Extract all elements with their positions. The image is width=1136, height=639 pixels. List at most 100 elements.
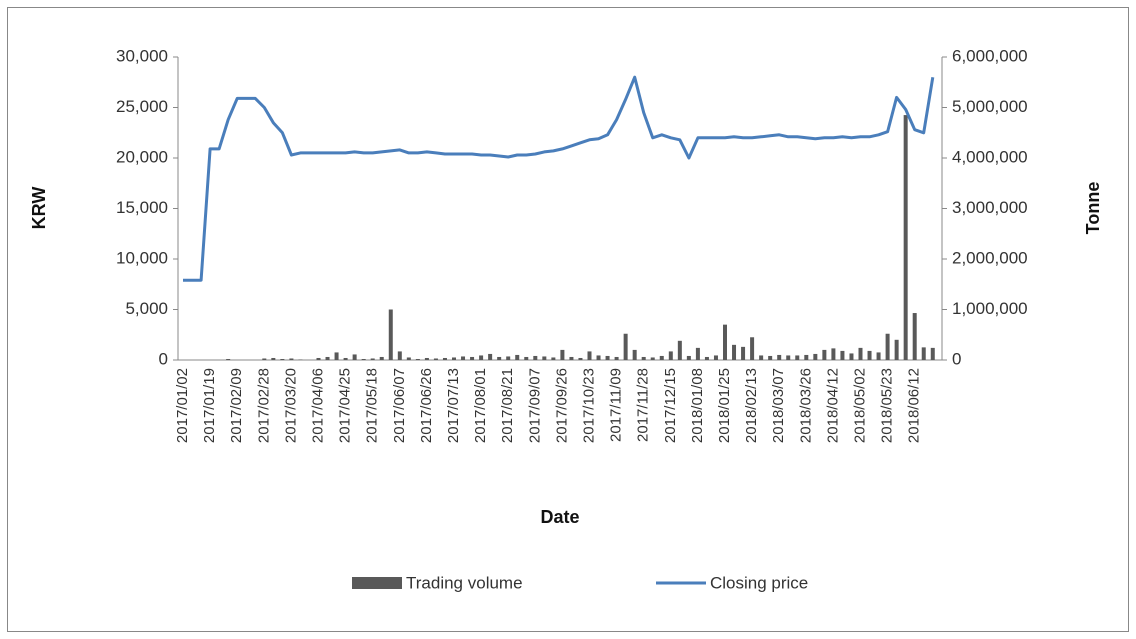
x-tick-label: 2018/03/26 [797, 368, 814, 443]
x-tick-label: 2017/02/28 [255, 368, 272, 443]
volume-bar [786, 355, 791, 360]
y2-axis-title: Tonne [1083, 182, 1103, 235]
x-tick-label: 2017/09/07 [526, 368, 543, 443]
x-tick-label: 2017/01/02 [174, 368, 191, 443]
volume-bar [623, 333, 628, 360]
volume-bar [659, 355, 664, 360]
volume-bar [461, 356, 466, 360]
volume-bar [867, 350, 872, 360]
volume-bar [442, 357, 447, 360]
volume-bar [524, 356, 529, 360]
volume-bar [388, 309, 393, 360]
x-tick-label: 2017/10/23 [580, 368, 597, 443]
volume-bar [569, 356, 574, 360]
volume-bar [334, 352, 339, 360]
legend-label: Closing price [710, 573, 808, 592]
x-tick-label: 2017/02/09 [228, 368, 245, 443]
volume-bar [343, 357, 348, 360]
x-tick-label: 2018/05/02 [851, 368, 868, 443]
price-line [183, 75, 935, 282]
volume-bar [930, 347, 935, 360]
y-tick-label: 5,000 [125, 299, 168, 318]
x-tick-label: 2018/02/13 [743, 368, 760, 443]
volume-bar [578, 357, 583, 360]
volume-bar [777, 354, 782, 360]
volume-bar [858, 347, 863, 360]
y2-tick-label: 1,000,000 [952, 299, 1028, 318]
volume-bar [795, 355, 800, 360]
x-tick-label: 2018/04/12 [824, 368, 841, 443]
volume-bar [668, 351, 673, 360]
x-tick-label: 2018/06/12 [906, 368, 923, 443]
volume-bar [768, 355, 773, 360]
x-tick-label: 2018/03/07 [770, 368, 787, 443]
volume-bar [641, 356, 646, 360]
y-tick-label: 0 [159, 349, 168, 368]
volume-bar [686, 355, 691, 360]
volume-bar [415, 358, 420, 360]
y-tick-label: 15,000 [116, 198, 168, 217]
volume-bar [903, 115, 908, 360]
volume-bar [452, 357, 456, 360]
volume-bar [488, 353, 493, 360]
x-tick-label: 2017/03/20 [282, 368, 299, 443]
volume-bar [406, 357, 411, 360]
x-tick-label: 2018/01/25 [716, 368, 733, 443]
volume-bar [813, 353, 818, 360]
x-tick-label: 2017/08/21 [499, 368, 516, 443]
volume-bar [713, 355, 718, 360]
volume-bar [433, 358, 438, 360]
y2-tick-label: 5,000,000 [952, 97, 1028, 116]
volume-bar [470, 356, 475, 360]
y2-tick-label: 2,000,000 [952, 248, 1028, 267]
y-tick-label: 20,000 [116, 147, 168, 166]
volume-bar [632, 349, 637, 360]
volume-bar [732, 344, 737, 360]
volume-bar [750, 337, 755, 360]
volume-bar [325, 356, 330, 360]
volume-bar [424, 357, 429, 360]
volume-bar [379, 356, 384, 360]
volume-bar [370, 358, 375, 360]
volume-bar [533, 355, 538, 360]
volume-bar [831, 348, 836, 360]
volume-bar [605, 355, 610, 360]
y2-tick-label: 4,000,000 [952, 147, 1028, 166]
x-tick-label: 2017/11/28 [635, 368, 652, 442]
volume-bar [759, 355, 764, 360]
x-axis-title: Date [540, 507, 579, 527]
y-tick-label: 10,000 [116, 248, 168, 267]
volume-bar [271, 357, 276, 360]
volume-bar [614, 356, 619, 360]
volume-bar [587, 351, 592, 360]
volume-bar [515, 354, 520, 360]
x-tick-label: 2017/04/06 [309, 368, 326, 443]
x-tick-label: 2017/09/26 [553, 368, 570, 443]
y2-tick-label: 6,000,000 [952, 46, 1028, 65]
volume-bar [912, 313, 917, 360]
volume-bar [361, 358, 366, 360]
volume-bar [316, 357, 321, 360]
volume-bar [840, 350, 845, 360]
x-tick-label: 2018/05/23 [879, 368, 896, 443]
volume-bar [894, 339, 899, 360]
volume-bar [280, 358, 285, 360]
volume-bar [804, 354, 809, 360]
x-tick-label: 2017/11/09 [608, 368, 625, 442]
volume-bar [551, 357, 556, 360]
x-tick-label: 2017/08/01 [472, 368, 489, 443]
legend-label: Trading volume [406, 573, 523, 592]
volume-bar [741, 346, 746, 360]
volume-bar [479, 355, 484, 360]
volume-bar [723, 324, 727, 360]
y-tick-label: 30,000 [116, 46, 168, 65]
volume-bar [849, 353, 854, 360]
x-tick-label: 2018/01/08 [689, 368, 706, 443]
x-tick-label: 2017/07/13 [445, 368, 462, 443]
volume-bar [704, 356, 709, 360]
volume-bar [506, 356, 511, 360]
volume-bar [560, 349, 565, 360]
volume-bar [542, 356, 547, 360]
x-tick-label: 2017/12/15 [662, 368, 679, 443]
